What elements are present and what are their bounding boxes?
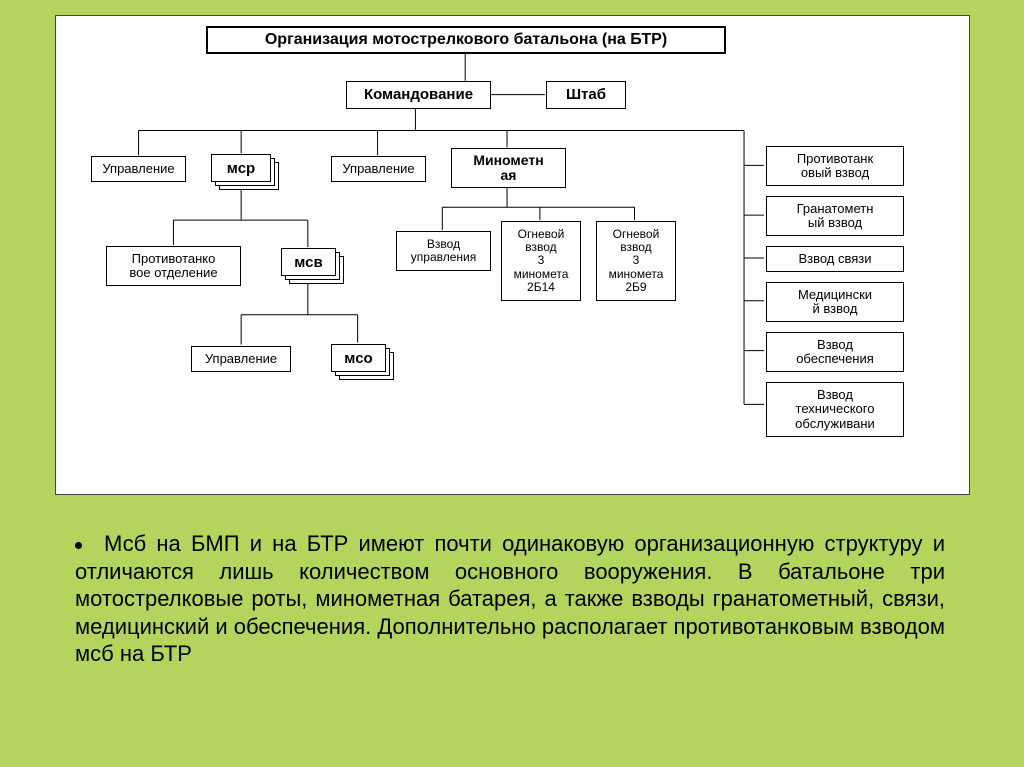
caption-block: Мсб на БМП и на БТР имеют почти одинаков…: [75, 530, 945, 668]
node-msv: мсв: [281, 248, 336, 276]
node-msr: мср: [211, 154, 271, 182]
node-title: Организация мотострелкового батальона (н…: [206, 26, 726, 54]
node-msr-label: мср: [211, 154, 271, 182]
org-chart-panel: Организация мотострелкового батальона (н…: [55, 15, 970, 495]
node-ptv: Взводуправления: [396, 231, 491, 271]
caption-text: Мсб на БМП и на БТР имеют почти одинаков…: [75, 531, 945, 666]
node-sup: Взводобеспечения: [766, 332, 904, 372]
node-staff: Штаб: [546, 81, 626, 109]
node-mso-label: мсо: [331, 344, 386, 372]
page-root: Организация мотострелкового батальона (н…: [0, 0, 1024, 767]
node-mortar: Минометная: [451, 148, 566, 188]
node-cmd: Командование: [346, 81, 491, 109]
node-tech: Взводтехническогообслуживани: [766, 382, 904, 437]
bullet-icon: [75, 542, 82, 549]
node-fire1: Огневойвзвод3миномета2Б14: [501, 221, 581, 301]
node-med: Медицинский взвод: [766, 282, 904, 322]
node-upr1: Управление: [91, 156, 186, 182]
node-upr3: Управление: [191, 346, 291, 372]
node-pto: Противотанковое отделение: [106, 246, 241, 286]
node-upr2: Управление: [331, 156, 426, 182]
node-msv-label: мсв: [281, 248, 336, 276]
node-sig: Взвод связи: [766, 246, 904, 272]
node-gren: Гранатометный взвод: [766, 196, 904, 236]
node-mso: мсо: [331, 344, 386, 372]
node-at: Противотанковый взвод: [766, 146, 904, 186]
node-fire2: Огневойвзвод3миномета2Б9: [596, 221, 676, 301]
